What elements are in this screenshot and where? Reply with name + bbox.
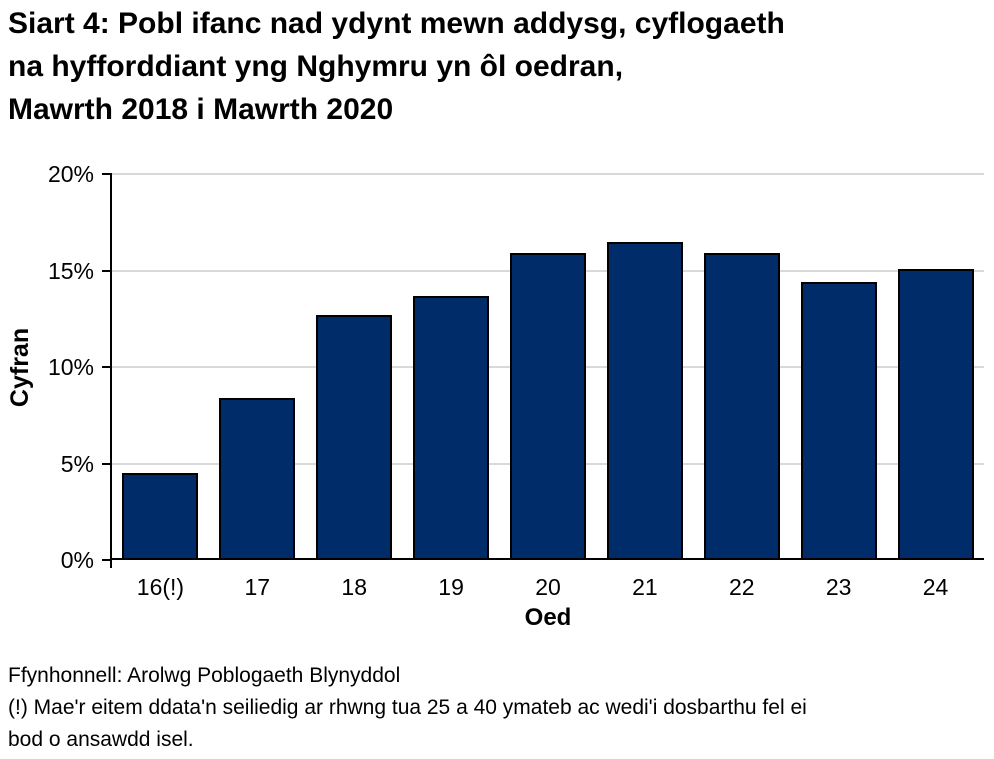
source-note: Ffynhonnell: Arolwg Poblogaeth Blynyddol	[8, 664, 401, 687]
gridline-20	[112, 173, 984, 175]
chart-footer: Ffynhonnell: Arolwg Poblogaeth Blynyddol…	[8, 660, 976, 756]
y-tick-label-20: 20%	[47, 161, 94, 187]
x-axis-title: Oed	[524, 604, 572, 631]
chart-title: Siart 4: Pobl ifanc nad ydynt mewn addys…	[8, 7, 785, 126]
y-tick-5	[102, 462, 112, 465]
bar-19	[413, 296, 490, 560]
y-tick-15	[102, 269, 112, 272]
quality-note: (!) Mae'r eitem ddata'n seiliedig ar rhw…	[8, 696, 807, 751]
y-tick-10	[102, 366, 112, 368]
y-tick-label-5: 5%	[60, 450, 94, 477]
y-tick-label-15: 15%	[47, 257, 94, 284]
bar-20	[510, 253, 586, 560]
y-axis-line	[110, 174, 112, 568]
y-tick-0	[102, 559, 112, 561]
plot-area: Oed 0% 5% 10% 15% 20% 16(!) 17 18 19 20 21 22 23 24	[48, 161, 984, 631]
bar-17	[219, 398, 296, 560]
x-tick-label-17: 17	[244, 574, 271, 600]
bar-24	[897, 269, 974, 560]
x-tick-label-21: 21	[632, 574, 658, 600]
bar-23	[800, 282, 877, 560]
x-tick-label-24: 24	[922, 574, 949, 600]
x-tick-label-18: 18	[341, 574, 367, 600]
bar-18	[316, 315, 393, 560]
bar-22	[703, 253, 780, 560]
x-tick-label-19: 19	[438, 574, 464, 600]
x-tick-label-22: 22	[728, 574, 755, 600]
bar-16	[122, 473, 199, 560]
y-tick-label-10: 10%	[47, 354, 94, 380]
y-tick-20	[102, 173, 112, 175]
bar-21	[606, 242, 683, 560]
y-tick-label-0: 0%	[60, 547, 94, 573]
x-tick-label-20: 20	[535, 574, 561, 600]
x-axis-line	[110, 558, 984, 560]
x-tick-label-23: 23	[825, 574, 852, 600]
x-tick-label-16: 16(!)	[136, 574, 185, 600]
